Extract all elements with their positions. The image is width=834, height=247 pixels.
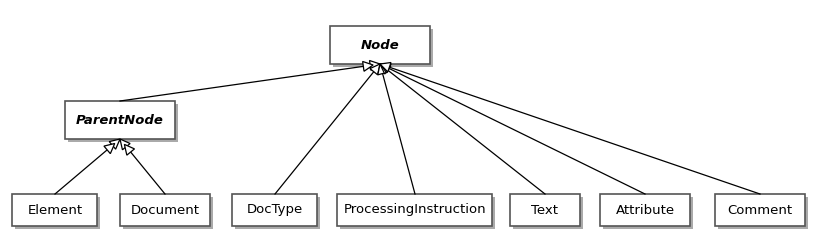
FancyBboxPatch shape: [233, 194, 318, 226]
Text: Element: Element: [28, 204, 83, 217]
Text: ProcessingInstruction: ProcessingInstruction: [344, 204, 486, 217]
Text: DocType: DocType: [247, 204, 303, 217]
FancyBboxPatch shape: [340, 197, 495, 229]
FancyBboxPatch shape: [330, 26, 430, 64]
FancyBboxPatch shape: [513, 197, 583, 229]
FancyBboxPatch shape: [123, 197, 213, 229]
FancyBboxPatch shape: [235, 197, 320, 229]
Polygon shape: [104, 144, 115, 154]
Text: Attribute: Attribute: [615, 204, 675, 217]
Polygon shape: [380, 64, 391, 74]
Polygon shape: [370, 64, 380, 75]
FancyBboxPatch shape: [603, 197, 693, 229]
Text: Document: Document: [130, 204, 199, 217]
FancyBboxPatch shape: [510, 194, 580, 226]
Polygon shape: [124, 144, 134, 155]
FancyBboxPatch shape: [333, 29, 433, 67]
Text: Node: Node: [360, 39, 399, 52]
Polygon shape: [363, 62, 373, 71]
Polygon shape: [380, 62, 391, 72]
FancyBboxPatch shape: [718, 197, 808, 229]
FancyBboxPatch shape: [600, 194, 690, 226]
Polygon shape: [369, 61, 380, 70]
Text: Text: Text: [531, 204, 559, 217]
Text: Comment: Comment: [727, 204, 792, 217]
Text: ParentNode: ParentNode: [76, 114, 164, 126]
FancyBboxPatch shape: [13, 194, 98, 226]
FancyBboxPatch shape: [120, 194, 210, 226]
FancyBboxPatch shape: [68, 104, 178, 142]
FancyBboxPatch shape: [65, 101, 175, 139]
Polygon shape: [378, 64, 387, 75]
FancyBboxPatch shape: [715, 194, 805, 226]
Polygon shape: [120, 139, 130, 150]
Polygon shape: [380, 64, 391, 73]
FancyBboxPatch shape: [338, 194, 493, 226]
Polygon shape: [109, 139, 120, 149]
FancyBboxPatch shape: [16, 197, 101, 229]
